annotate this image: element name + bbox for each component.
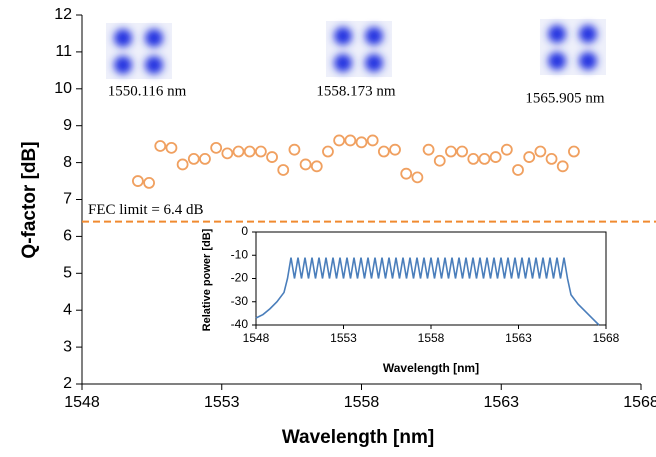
inset-y-title: Relative power [dB] bbox=[201, 228, 213, 331]
y-tick-label: 3 bbox=[63, 338, 72, 355]
data-point bbox=[288, 143, 301, 156]
y-tick-label: 0 bbox=[241, 224, 248, 238]
y-tick-label: 2 bbox=[63, 375, 72, 392]
y-tick-label: 7 bbox=[63, 191, 72, 208]
x-axis-title: Wavelength [nm] bbox=[282, 427, 434, 448]
y-tick-label: 9 bbox=[63, 117, 72, 134]
data-point bbox=[512, 164, 524, 176]
constellation bbox=[540, 19, 606, 75]
x-tick-label: 1563 bbox=[483, 394, 519, 411]
data-point bbox=[489, 151, 502, 163]
x-tick-label: 1563 bbox=[505, 331, 532, 345]
x-tick-label: 1568 bbox=[623, 394, 656, 411]
x-tick-label: 1558 bbox=[418, 331, 445, 345]
data-point bbox=[500, 143, 513, 156]
data-point bbox=[400, 167, 413, 180]
data-point bbox=[344, 134, 357, 147]
data-point bbox=[333, 134, 346, 147]
data-point bbox=[445, 145, 457, 158]
inset-x-title: Wavelength [nm] bbox=[383, 361, 479, 375]
data-point bbox=[232, 145, 245, 158]
x-tick-label: 1553 bbox=[204, 394, 240, 411]
data-point bbox=[433, 154, 446, 167]
data-point bbox=[389, 143, 401, 156]
annotation: 1550.116 nm bbox=[108, 83, 187, 99]
constellation bbox=[106, 23, 172, 79]
x-tick-label: 1553 bbox=[330, 331, 357, 345]
x-tick-label: 1568 bbox=[593, 331, 620, 345]
threshold-label: FEC limit = 6.4 dB bbox=[88, 202, 204, 218]
data-point bbox=[243, 145, 256, 158]
data-point bbox=[366, 134, 379, 147]
y-tick-label: 6 bbox=[63, 228, 72, 245]
x-tick-label: 1548 bbox=[64, 394, 100, 411]
y-tick-label: -10 bbox=[231, 247, 249, 261]
data-point bbox=[154, 140, 167, 152]
data-point bbox=[266, 151, 278, 163]
y-tick-label: -20 bbox=[231, 271, 249, 285]
y-tick-label: 8 bbox=[63, 154, 72, 171]
data-point bbox=[545, 153, 558, 165]
data-point bbox=[131, 175, 144, 187]
data-point bbox=[165, 141, 178, 154]
x-tick-label: 1558 bbox=[344, 394, 380, 411]
constellation bbox=[326, 21, 392, 77]
data-point bbox=[568, 145, 580, 158]
data-point bbox=[377, 145, 390, 158]
data-point bbox=[322, 145, 334, 158]
data-point bbox=[355, 136, 368, 149]
y-tick-label: 11 bbox=[55, 43, 72, 60]
data-point bbox=[210, 141, 223, 154]
data-point bbox=[478, 153, 491, 165]
data-point bbox=[467, 153, 480, 165]
data-point bbox=[254, 145, 267, 158]
data-point bbox=[556, 160, 569, 173]
y-tick-label: 4 bbox=[63, 301, 72, 318]
data-point bbox=[411, 171, 424, 184]
data-point bbox=[534, 145, 547, 158]
y-tick-label: 5 bbox=[63, 265, 72, 282]
annotation: 1558.173 nm bbox=[316, 83, 396, 99]
y-tick-label: 12 bbox=[54, 6, 72, 23]
data-point bbox=[422, 143, 435, 156]
y-tick-label: 10 bbox=[54, 80, 72, 97]
y-axis-title: Q-factor [dB] bbox=[19, 141, 40, 258]
data-point bbox=[277, 164, 290, 176]
data-point bbox=[176, 158, 189, 171]
y-tick-label: -40 bbox=[231, 317, 249, 331]
data-point bbox=[199, 153, 211, 165]
data-point bbox=[523, 151, 536, 163]
data-point bbox=[187, 153, 200, 165]
data-point bbox=[143, 176, 155, 189]
data-point bbox=[310, 160, 323, 173]
data-point bbox=[456, 145, 469, 158]
y-tick-label: -30 bbox=[231, 294, 249, 308]
data-point bbox=[221, 147, 234, 160]
data-point bbox=[299, 158, 312, 171]
x-tick-label: 1548 bbox=[243, 331, 270, 345]
annotation: 1565.905 nm bbox=[525, 90, 605, 106]
spectrum-line bbox=[255, 257, 600, 326]
